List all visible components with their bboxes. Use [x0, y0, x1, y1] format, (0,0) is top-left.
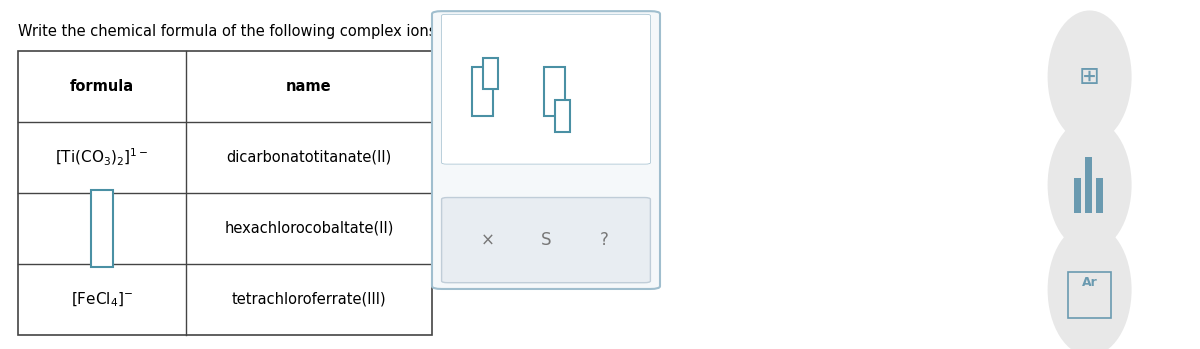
Text: S: S [541, 231, 551, 249]
Text: hexachlorocobaltate(II): hexachlorocobaltate(II) [224, 221, 394, 236]
Text: dicarbonatotitanate(II): dicarbonatotitanate(II) [227, 150, 391, 165]
FancyBboxPatch shape [442, 14, 650, 164]
Bar [18, 51, 432, 335]
Text: formula: formula [70, 79, 134, 94]
Bar [484, 58, 498, 89]
Text: ?: ? [600, 231, 608, 249]
Bar [1096, 178, 1103, 213]
Bar [1068, 272, 1111, 318]
Text: ⊞: ⊞ [1079, 65, 1100, 89]
Text: ×: × [480, 231, 494, 249]
Bar [544, 67, 565, 116]
Bar [556, 101, 570, 132]
Text: tetrachloroferrate(III): tetrachloroferrate(III) [232, 292, 386, 307]
Ellipse shape [1048, 119, 1132, 251]
Bar [91, 190, 113, 267]
Bar [472, 67, 493, 116]
Text: Ar: Ar [1081, 276, 1098, 289]
FancyBboxPatch shape [432, 11, 660, 289]
Text: $\left[\mathrm{Ti}\left(\mathrm{CO_3}\right)_2\right]^{1-}$: $\left[\mathrm{Ti}\left(\mathrm{CO_3}\ri… [55, 147, 149, 168]
Text: Write the chemical formula of the following complex ions.: Write the chemical formula of the follow… [18, 24, 442, 39]
Bar [1074, 178, 1081, 213]
FancyBboxPatch shape [442, 198, 650, 283]
Text: name: name [286, 79, 332, 94]
Ellipse shape [1048, 223, 1132, 349]
Text: $\left[\mathrm{FeCl_4}\right]^{-}$: $\left[\mathrm{FeCl_4}\right]^{-}$ [71, 290, 133, 309]
Ellipse shape [1048, 10, 1132, 143]
Bar [1085, 157, 1092, 213]
